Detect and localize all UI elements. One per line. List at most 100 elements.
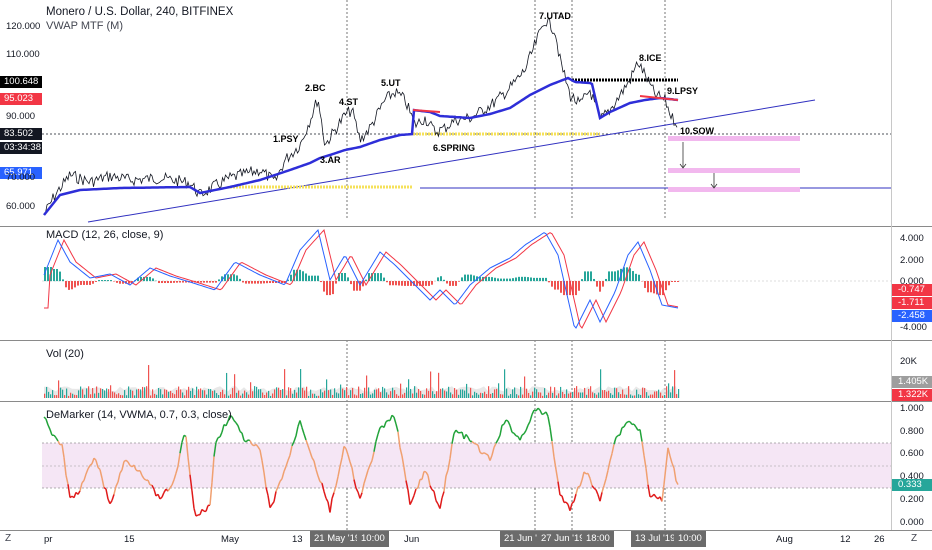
volume-bar: [456, 389, 458, 398]
demarker-segment: [291, 441, 295, 447]
macd-hist-bar: [569, 281, 571, 296]
volume-bar: [302, 387, 304, 398]
demarker-segment: [65, 474, 69, 485]
macd-hist-bar: [644, 281, 646, 288]
demarker-segment: [69, 495, 73, 499]
demarker-segment: [261, 460, 265, 473]
macd-hist-bar: [95, 281, 97, 282]
demarker-segment: [323, 491, 327, 499]
macd-hist-bar: [68, 281, 70, 290]
macd-hist-bar: [566, 281, 568, 296]
demarker-segment: [619, 427, 623, 436]
demarker-label[interactable]: DeMarker (14, VWMA, 0.7, 0.3, close): [46, 409, 232, 421]
demarker-segment: [259, 449, 263, 461]
volume-label[interactable]: Vol (20): [46, 348, 84, 360]
macd-hist-bar: [557, 281, 559, 290]
demarker-segment: [175, 466, 179, 474]
macd-hist-bar: [71, 281, 73, 290]
price-tick: 110.000: [6, 49, 40, 60]
macd-hist-bar: [530, 277, 532, 282]
volume-bar: [676, 394, 678, 398]
macd-hist-bar: [494, 277, 496, 282]
volume-bar: [134, 395, 136, 398]
demarker-segment: [441, 491, 445, 499]
pane-separator[interactable]: [0, 226, 932, 227]
volume-bar: [494, 389, 496, 398]
demarker-segment: [251, 443, 255, 447]
demarker-segment: [341, 446, 345, 458]
macd-hist-bar: [251, 281, 253, 284]
macd-hist-bar: [275, 281, 277, 284]
demarker-tick: 0.400: [900, 471, 924, 482]
volume-bar: [388, 394, 390, 398]
demarker-segment: [49, 429, 53, 436]
demarker-segment: [421, 471, 425, 480]
macd-hist-bar: [653, 281, 655, 294]
pane-separator[interactable]: [0, 340, 932, 341]
demarker-segment: [271, 501, 275, 505]
macd-badge-hist: -0.747: [892, 284, 932, 296]
volume-bar: [568, 393, 570, 398]
macd-tick: -4.000: [900, 322, 927, 333]
volume-bar: [678, 389, 680, 398]
demarker-segment: [133, 464, 137, 471]
demarker-segment: [575, 486, 579, 495]
demarker-segment: [57, 440, 61, 446]
zoom-axis-button-left[interactable]: Z: [5, 533, 12, 544]
demarker-segment: [93, 457, 97, 461]
macd-hist-bar: [584, 271, 586, 282]
volume-bar: [190, 390, 192, 398]
macd-hist-bar: [593, 278, 595, 282]
volume-bar: [628, 386, 630, 398]
volume-bar: [522, 394, 524, 398]
volume-bar: [498, 383, 500, 398]
volume-bar: [448, 386, 450, 398]
demarker-segment: [195, 514, 199, 517]
demarker-segment: [299, 420, 303, 428]
demarker-segment: [579, 479, 583, 487]
demarker-segment: [481, 452, 485, 455]
demarker-segment: [633, 423, 637, 428]
price-badge-last: 83.502: [0, 128, 42, 140]
pane-separator[interactable]: [0, 401, 932, 402]
volume-bar: [218, 395, 220, 398]
demarker-segment: [67, 484, 71, 498]
volume-bar: [640, 394, 642, 398]
demarker-segment: [285, 460, 289, 467]
volume-bar: [632, 395, 634, 398]
demarker-segment: [489, 455, 493, 461]
volume-bar: [290, 388, 292, 398]
annotation-ar: 3.AR: [320, 155, 341, 165]
volume-bar: [486, 394, 488, 398]
time-tick: 12: [840, 534, 851, 545]
demarker-segment: [435, 500, 439, 505]
demarker-segment: [401, 455, 405, 468]
macd-hist-bar: [92, 281, 94, 284]
demarker-segment: [167, 487, 171, 492]
vwap-indicator-label[interactable]: VWAP MTF (M): [46, 20, 123, 32]
macd-hist-bar: [365, 279, 367, 282]
macd-hist-bar: [374, 273, 376, 282]
volume-bar: [434, 394, 436, 398]
demarker-segment: [555, 469, 559, 482]
volume-bar: [254, 386, 256, 398]
macd-hist-bar: [587, 271, 589, 282]
demarker-segment: [411, 495, 415, 501]
zoom-axis-button-right[interactable]: Z: [911, 533, 918, 544]
macd-label[interactable]: MACD (12, 26, close, 9): [46, 229, 164, 241]
volume-bar: [46, 386, 48, 398]
symbol-title[interactable]: Monero / U.S. Dollar, 240, BITFINEX: [46, 6, 234, 18]
volume-bar: [244, 390, 246, 398]
macd-hist-bar: [554, 281, 556, 290]
macd-hist-bar: [230, 274, 232, 282]
volume-bar: [252, 391, 254, 398]
price-tick: 60.000: [6, 201, 36, 212]
volume-bar: [428, 390, 430, 398]
demarker-segment: [485, 453, 489, 456]
volume-bar: [394, 390, 396, 398]
demarker-segment: [583, 471, 587, 475]
demarker-segment: [243, 439, 247, 443]
demarker-segment: [83, 473, 87, 481]
volume-bar: [520, 386, 522, 398]
